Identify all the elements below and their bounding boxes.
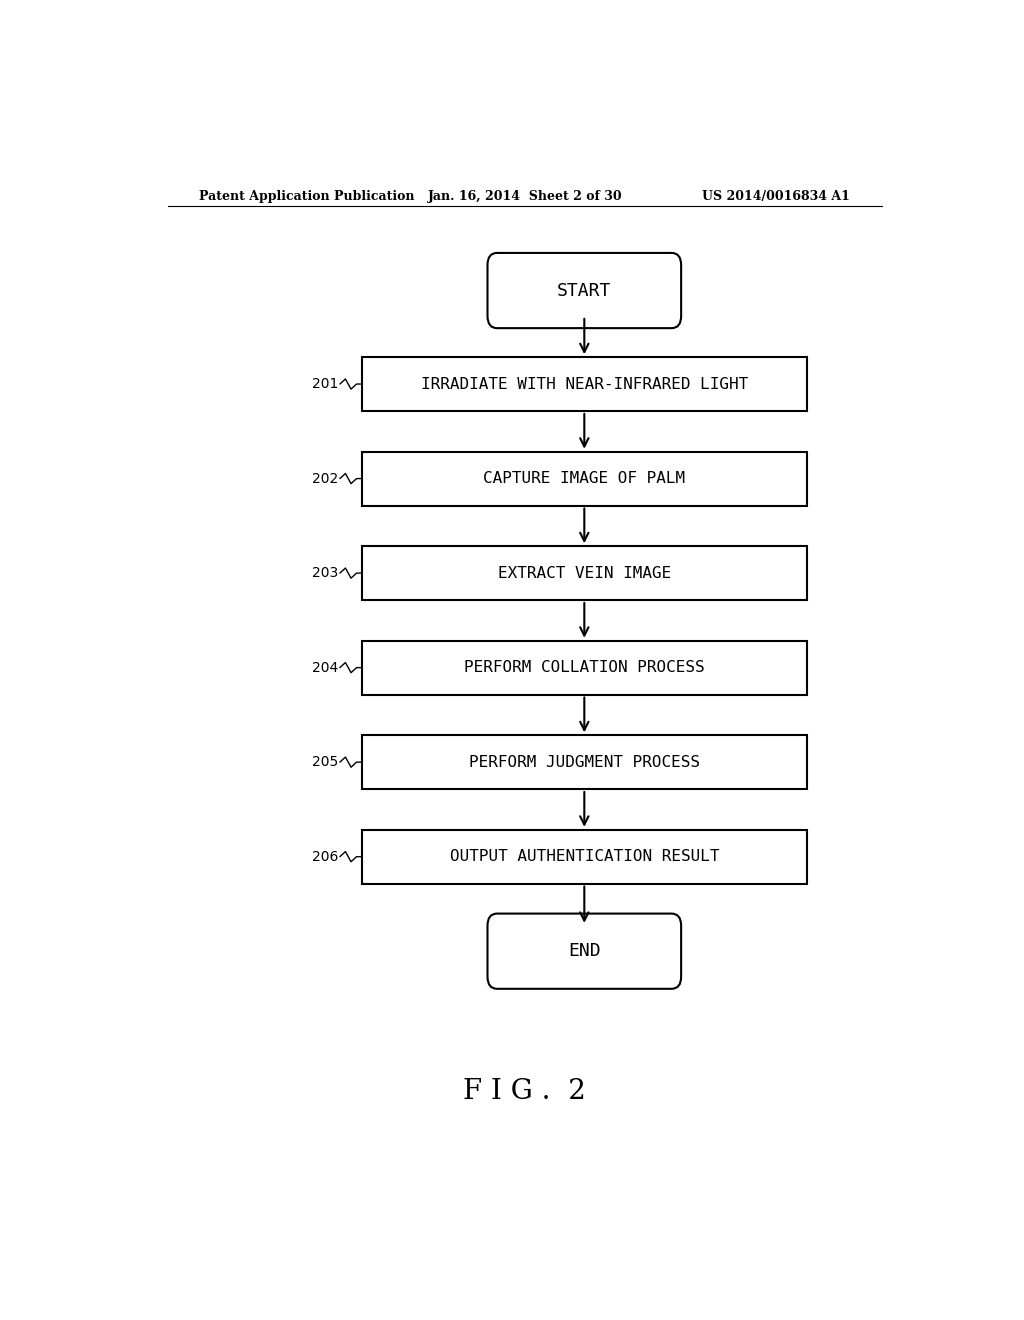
- Text: CAPTURE IMAGE OF PALM: CAPTURE IMAGE OF PALM: [483, 471, 685, 486]
- Text: PERFORM JUDGMENT PROCESS: PERFORM JUDGMENT PROCESS: [469, 755, 699, 770]
- Text: OUTPUT AUTHENTICATION RESULT: OUTPUT AUTHENTICATION RESULT: [450, 849, 719, 865]
- Bar: [362, 451, 807, 506]
- Text: Patent Application Publication: Patent Application Publication: [200, 190, 415, 202]
- Text: 206: 206: [312, 850, 338, 863]
- Text: 201: 201: [312, 378, 338, 391]
- Bar: [362, 358, 807, 411]
- Text: EXTRACT VEIN IMAGE: EXTRACT VEIN IMAGE: [498, 565, 671, 581]
- FancyBboxPatch shape: [487, 253, 681, 329]
- Bar: [362, 735, 807, 789]
- Text: 205: 205: [312, 755, 338, 770]
- Text: 202: 202: [312, 471, 338, 486]
- Text: Jan. 16, 2014  Sheet 2 of 30: Jan. 16, 2014 Sheet 2 of 30: [427, 190, 623, 202]
- Text: START: START: [557, 281, 611, 300]
- Bar: [362, 640, 807, 694]
- Text: IRRADIATE WITH NEAR-INFRARED LIGHT: IRRADIATE WITH NEAR-INFRARED LIGHT: [421, 376, 748, 392]
- Bar: [362, 830, 807, 883]
- Text: 203: 203: [312, 566, 338, 579]
- Text: PERFORM COLLATION PROCESS: PERFORM COLLATION PROCESS: [464, 660, 705, 675]
- Bar: [362, 546, 807, 601]
- Text: END: END: [568, 942, 601, 960]
- FancyBboxPatch shape: [487, 913, 681, 989]
- Text: 204: 204: [312, 660, 338, 675]
- Text: F I G .  2: F I G . 2: [464, 1078, 586, 1105]
- Text: US 2014/0016834 A1: US 2014/0016834 A1: [702, 190, 850, 202]
